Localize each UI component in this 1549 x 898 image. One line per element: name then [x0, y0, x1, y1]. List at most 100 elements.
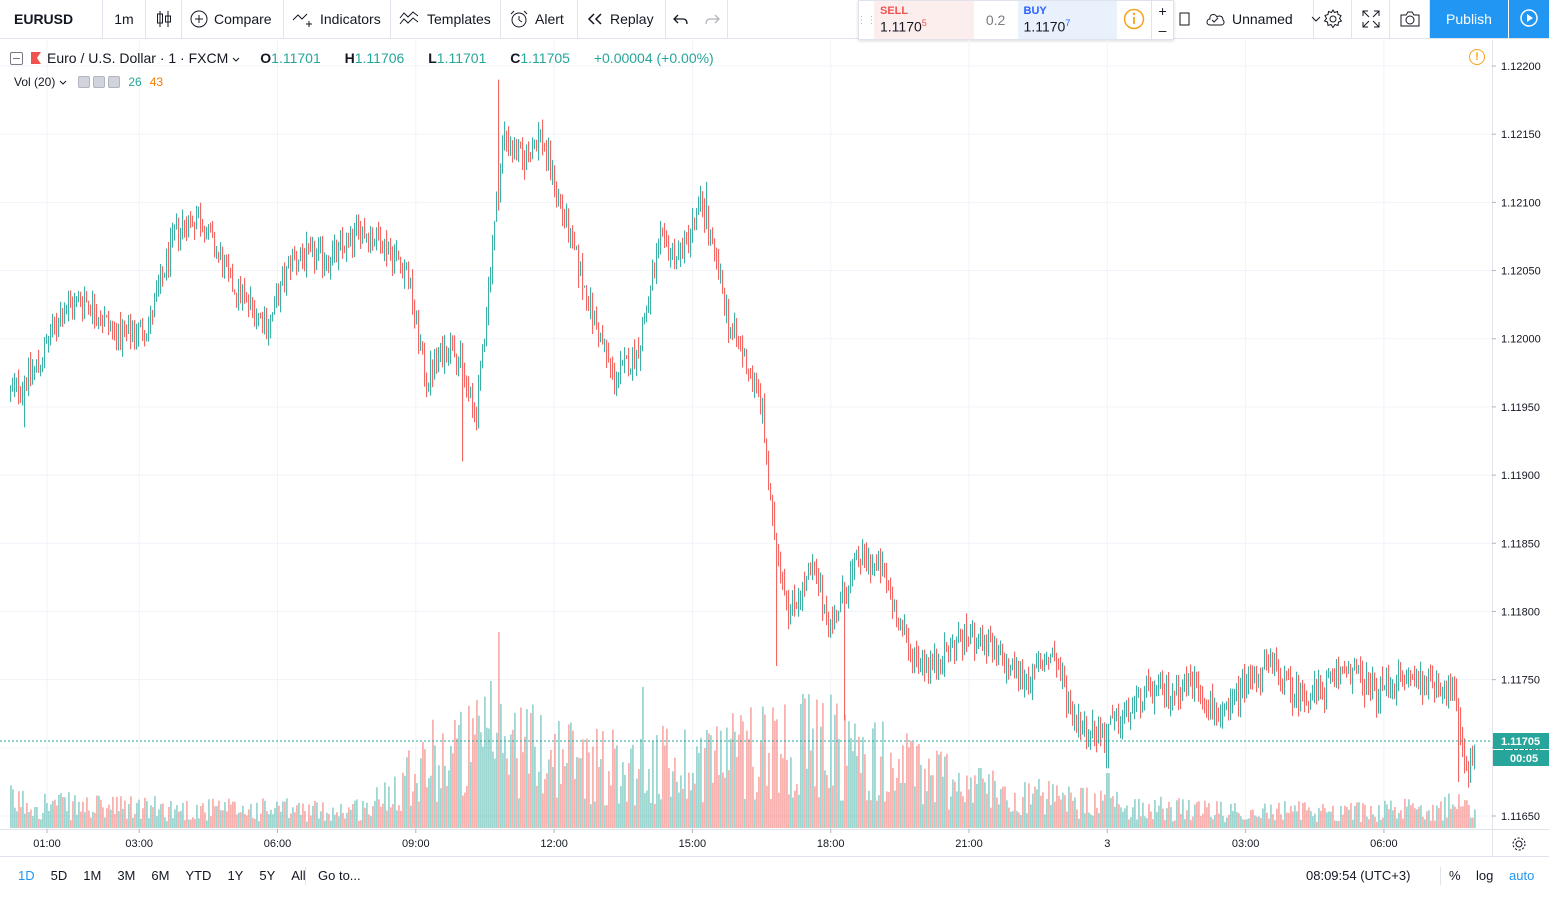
- replay-button[interactable]: Replay: [578, 0, 666, 38]
- range-3m[interactable]: 3M: [117, 868, 136, 883]
- volume-bar: [1412, 803, 1414, 828]
- volume-bar: [1392, 810, 1394, 828]
- snapshot-button[interactable]: [1390, 0, 1430, 38]
- volume-bar: [1142, 802, 1144, 828]
- collapse-legend-button[interactable]: [10, 51, 23, 65]
- templates-button[interactable]: Templates: [391, 0, 501, 38]
- range-1y[interactable]: 1Y: [227, 868, 244, 883]
- clock-display[interactable]: 08:09:54 (UTC+3): [1306, 868, 1411, 883]
- plus-button[interactable]: +: [1158, 2, 1167, 19]
- volume-bar: [264, 800, 266, 828]
- trading-panel: ⋮⋮ SELL 1.11705 0.2 BUY 1.11707 + –: [856, 0, 1174, 40]
- volume-bar: [1044, 814, 1046, 828]
- volume-bar: [1134, 799, 1136, 828]
- gear-icon[interactable]: [93, 76, 106, 88]
- volume-bar: [392, 803, 394, 828]
- volume-label[interactable]: Vol (20): [14, 75, 56, 89]
- chart-style-button[interactable]: [146, 0, 182, 38]
- range-5d[interactable]: 5D: [50, 868, 68, 883]
- axis-settings-button[interactable]: [1512, 837, 1526, 851]
- alert-button[interactable]: Alert: [501, 0, 578, 38]
- volume-bar: [48, 811, 50, 828]
- interval-button[interactable]: 1m: [103, 0, 146, 38]
- fullscreen-button[interactable]: [1352, 0, 1390, 38]
- layout-name-button[interactable]: Unnamed: [1196, 0, 1321, 38]
- flag-icon[interactable]: [31, 52, 41, 64]
- alert-label: Alert: [535, 11, 564, 27]
- minus-button[interactable]: –: [1158, 21, 1167, 38]
- volume-bar: [882, 721, 884, 828]
- volume-bar: [866, 800, 868, 828]
- volume-bar: [640, 738, 642, 828]
- volume-bar: [776, 719, 778, 828]
- volume-bar: [1228, 814, 1230, 828]
- undo-button[interactable]: [666, 0, 696, 38]
- eye-icon[interactable]: [78, 76, 91, 88]
- volume-bar: [424, 749, 426, 828]
- volume-bar: [130, 796, 132, 828]
- price-chart[interactable]: 1.12200 1.12150 1.12100 1.12050 1.12000 1.119…: [0, 40, 1549, 856]
- volume-bar: [600, 759, 602, 828]
- percent-scale-button[interactable]: %: [1440, 867, 1461, 885]
- range-all[interactable]: All: [291, 868, 306, 883]
- volume-bar: [1430, 820, 1432, 828]
- publish-options-button[interactable]: [1509, 0, 1549, 38]
- volume-bar: [668, 768, 670, 828]
- range-6m[interactable]: 6M: [151, 868, 170, 883]
- layout-button[interactable]: [1174, 0, 1196, 38]
- volume-bar: [636, 778, 638, 828]
- volume-bar: [460, 711, 462, 828]
- volume-bar: [434, 745, 436, 828]
- goto-button[interactable]: Go to...: [305, 867, 361, 885]
- volume-bar: [1454, 806, 1456, 828]
- close-icon[interactable]: [108, 76, 121, 88]
- volume-bar: [1376, 821, 1378, 828]
- volume-bar: [1222, 815, 1224, 828]
- settings-button[interactable]: [1314, 0, 1352, 38]
- volume-bar: [518, 798, 520, 828]
- publish-button[interactable]: Publish: [1430, 0, 1508, 38]
- volume-bar: [100, 799, 102, 828]
- volume-bar: [342, 812, 344, 828]
- indicators-button[interactable]: Indicators: [284, 0, 391, 38]
- volume-bar: [958, 772, 960, 828]
- range-1m[interactable]: 1M: [83, 868, 102, 883]
- compare-button[interactable]: Compare: [182, 0, 284, 38]
- volume-bar: [1054, 801, 1056, 828]
- series-title[interactable]: Euro / U.S. Dollar · 1 · FXCM: [47, 50, 229, 66]
- time-axis[interactable]: 01:00 03:00 06:00 09:00 12:00 15:00 18:00 21:00…: [33, 829, 1398, 850]
- volume-bar: [1290, 805, 1292, 828]
- chevron-down-icon[interactable]: [232, 50, 240, 66]
- price-axis[interactable]: 1.12200 1.12150 1.12100 1.12050 1.12000 1.119…: [0, 40, 1549, 856]
- drag-handle-icon[interactable]: ⋮⋮: [856, 14, 877, 26]
- volume-bar: [442, 733, 444, 828]
- range-ytd[interactable]: YTD: [185, 868, 212, 883]
- volume-bar: [826, 775, 828, 828]
- range-5y[interactable]: 5Y: [259, 868, 276, 883]
- sell-button[interactable]: SELL 1.11705: [874, 1, 974, 39]
- volume-bar: [1052, 784, 1054, 828]
- quantity-stepper[interactable]: + –: [1151, 1, 1173, 39]
- volume-bar: [526, 709, 528, 828]
- warning-icon[interactable]: !: [1469, 49, 1485, 65]
- log-scale-button[interactable]: log: [1476, 868, 1494, 883]
- price-tick: 1.11750: [1501, 675, 1540, 687]
- time-tick: 03:00: [1232, 838, 1260, 850]
- range-selector: 1D 5D 1M 3M 6M YTD 1Y 5Y All: [10, 867, 314, 885]
- range-1d[interactable]: 1D: [18, 868, 35, 883]
- volume-bar: [478, 715, 480, 828]
- volume-bar: [1306, 810, 1308, 828]
- volume-bar: [202, 803, 204, 828]
- volume-bar: [566, 763, 568, 828]
- chevron-down-icon[interactable]: [59, 75, 67, 89]
- volume-bar: [162, 803, 164, 828]
- volume-bar: [1448, 793, 1450, 828]
- indicators-icon: [292, 10, 314, 28]
- redo-button[interactable]: [696, 0, 728, 38]
- buy-button[interactable]: BUY 1.11707: [1017, 1, 1118, 39]
- trade-info-button[interactable]: [1117, 1, 1151, 39]
- auto-scale-button[interactable]: auto: [1509, 868, 1535, 883]
- symbol-search-button[interactable]: EURUSD: [0, 0, 103, 38]
- volume-bar: [800, 703, 802, 828]
- volume-bar: [1188, 799, 1190, 828]
